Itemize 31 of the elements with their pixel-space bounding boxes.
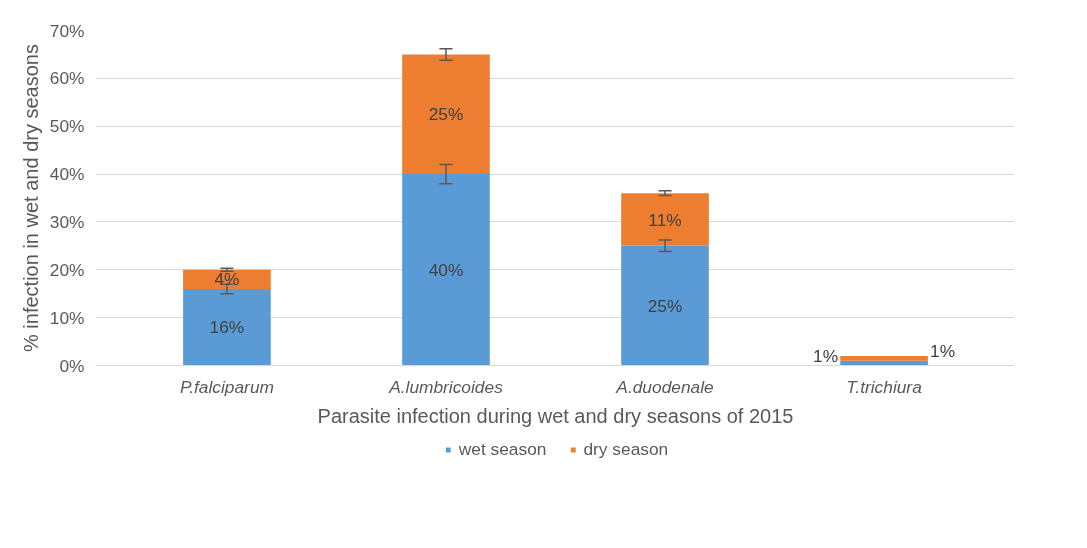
- x-axis-title: Parasite infection during wet and dry seasons of 2015: [317, 404, 794, 427]
- y-tick-label: 30%: [49, 211, 85, 232]
- x-tick-label: P.falciparum: [179, 376, 274, 397]
- y-tick-label: 0%: [59, 355, 85, 376]
- bar: [402, 54, 490, 175]
- y-tick-label: 70%: [49, 20, 85, 41]
- bar: [621, 245, 709, 366]
- bar: [183, 288, 271, 366]
- y-tick-label: 50%: [49, 116, 85, 137]
- bar: [621, 193, 709, 246]
- data-label: 25%: [428, 104, 464, 125]
- bar: [402, 174, 490, 366]
- x-tick-label: T.trichiura: [846, 376, 923, 397]
- bar: [183, 269, 271, 289]
- bar: [840, 355, 928, 361]
- data-label: 11%: [648, 209, 682, 230]
- data-label: 1%: [930, 340, 956, 361]
- y-tick-label: 20%: [49, 259, 85, 280]
- data-label: 25%: [647, 295, 683, 316]
- y-tick-label: 10%: [49, 307, 85, 328]
- y-axis-title: % infection in wet and dry seasons: [19, 44, 42, 352]
- data-label: 40%: [428, 259, 464, 280]
- data-label: 4%: [214, 269, 240, 290]
- data-label: 16%: [209, 317, 245, 338]
- legend-label: dry season: [583, 438, 669, 460]
- y-tick-label: 40%: [49, 164, 85, 185]
- data-label: 1%: [813, 345, 839, 366]
- legend-label: wet season: [458, 438, 547, 460]
- x-tick-label: A.lumbricoides: [388, 376, 504, 397]
- x-tick-label: A.duodenale: [615, 376, 714, 397]
- y-tick-label: 60%: [49, 68, 85, 89]
